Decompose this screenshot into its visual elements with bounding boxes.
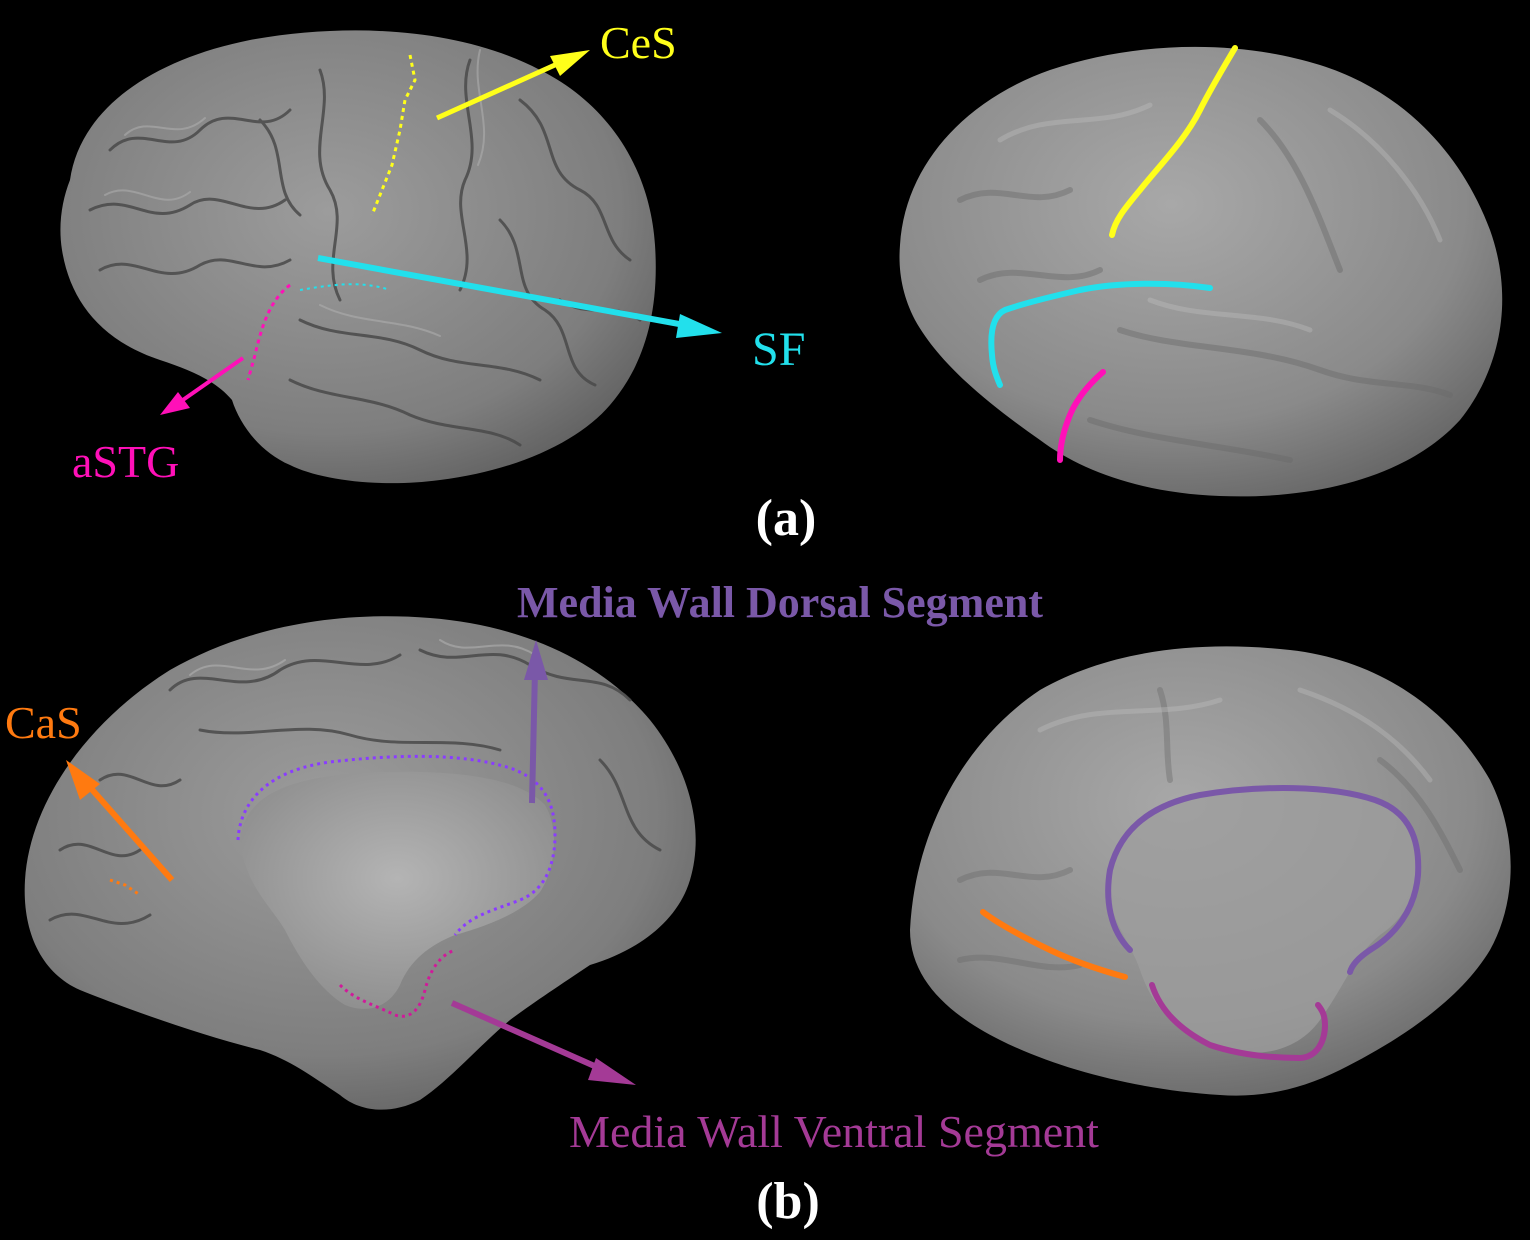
ces-label: CeS [600, 17, 677, 68]
dorsal-arrowhead [524, 640, 548, 680]
astg-label: aSTG [72, 436, 179, 487]
ventral-arrow [450, 1000, 610, 1075]
medial-pial-brain [24, 616, 696, 1110]
ces-arrow [435, 57, 568, 121]
ces-sulcus-trace [370, 54, 417, 216]
lateral-pial-brain [60, 30, 656, 484]
medial-inflated-brain [910, 646, 1511, 1096]
dorsal-arrow [529, 669, 538, 804]
astg-inflated-line [1057, 369, 1106, 463]
ventral-medial-trace [338, 948, 456, 1018]
lateral-inflated-brain [899, 46, 1503, 497]
astg-arrowhead [160, 392, 190, 415]
sf-inflated-line [988, 280, 1213, 388]
cas-arrowhead [66, 760, 100, 800]
sf-label: SF [752, 323, 805, 376]
ventral-arrowhead [588, 1058, 636, 1085]
astg-arrow [178, 356, 245, 404]
panel-a-label: (a) [756, 490, 817, 547]
cas-inflated-line [980, 909, 1128, 980]
sf-sulcus-trace [299, 283, 391, 291]
astg-trace [246, 283, 291, 381]
ventral-label: Media Wall Ventral Segment [569, 1106, 1099, 1157]
ces-inflated-line [1109, 45, 1238, 238]
ces-arrowhead [550, 50, 590, 76]
ventral-inflated-line [1149, 982, 1329, 1062]
dorsal-label: Media Wall Dorsal Segment [517, 578, 1043, 627]
sf-arrowhead [676, 314, 722, 338]
cas-label: CaS [5, 697, 82, 748]
panel-b-label: (b) [756, 1173, 820, 1230]
dorsal-inflated-line [1105, 785, 1422, 975]
cas-medial-trace [109, 878, 141, 897]
sf-arrow [317, 255, 691, 329]
cas-arrow [85, 783, 175, 882]
